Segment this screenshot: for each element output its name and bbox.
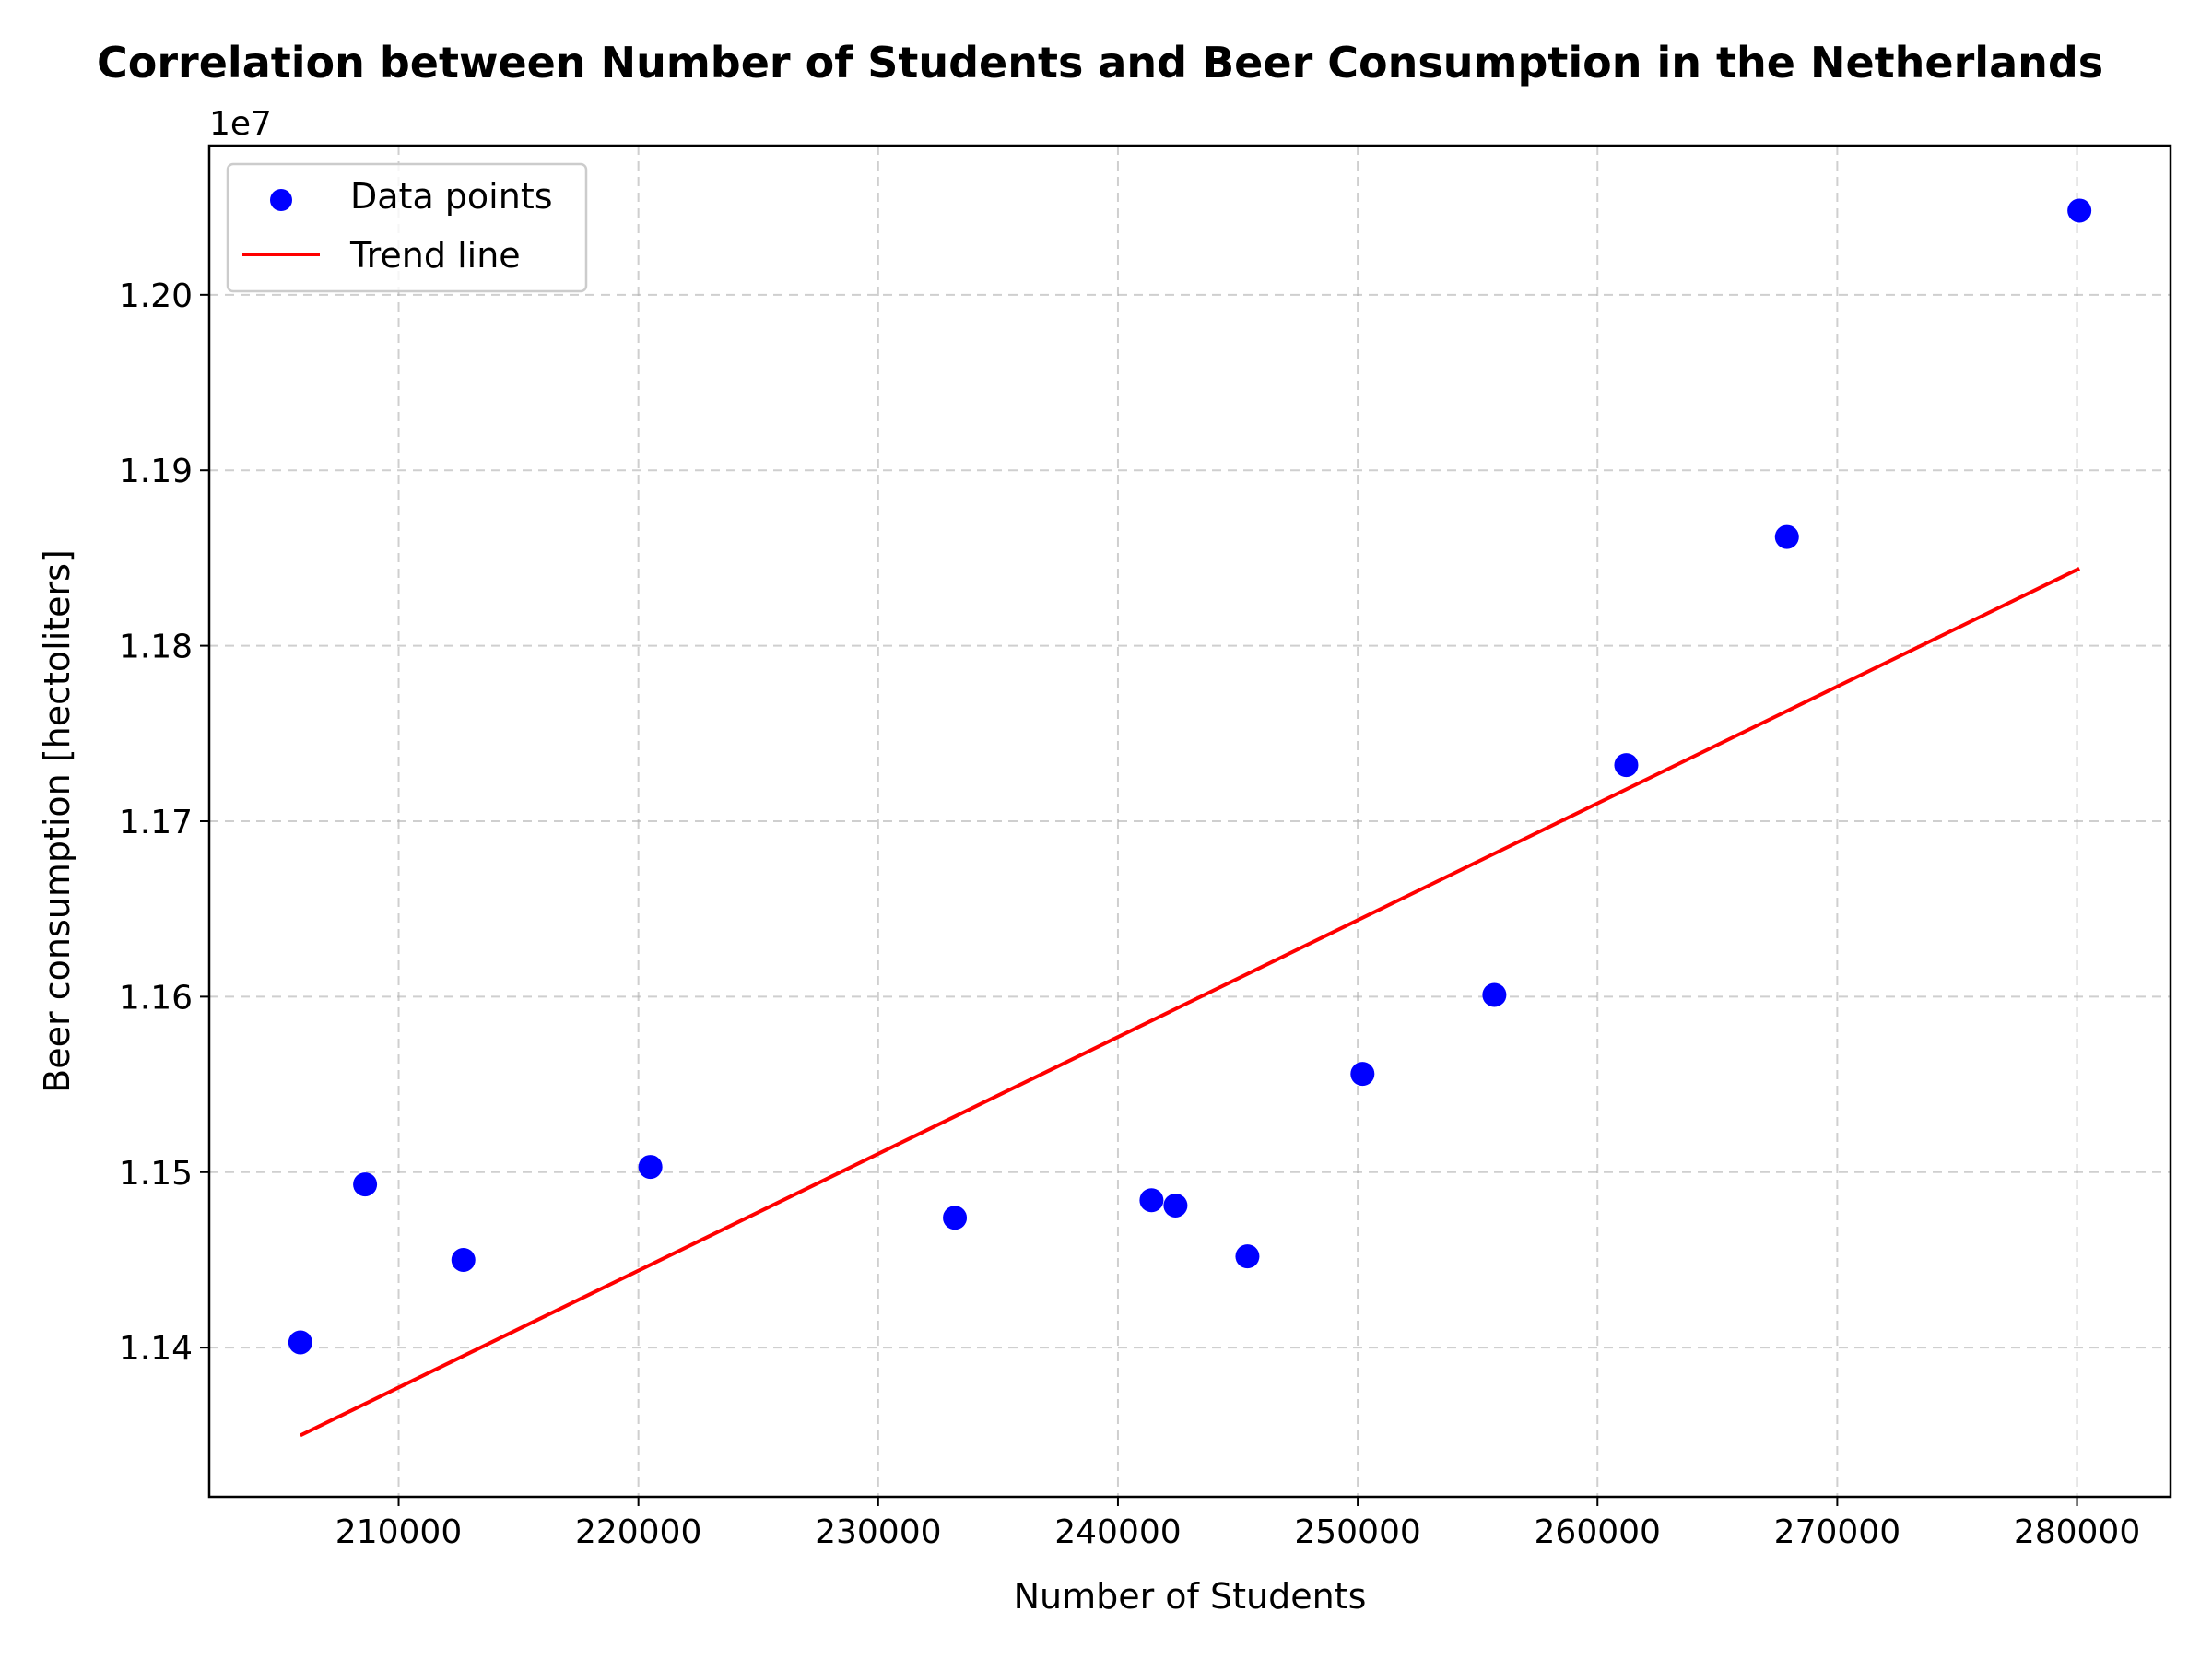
y-offset-label: 1e7	[209, 105, 272, 143]
y-axis-ticks: 1.14 1.15 1.16 1.17 1.18 1.19 1.20	[119, 277, 209, 1368]
data-point	[288, 1330, 312, 1355]
x-axis-label: Number of Students	[1014, 1576, 1367, 1617]
grid	[209, 146, 2171, 1497]
x-tick-label: 250000	[1294, 1513, 1420, 1551]
x-tick-label: 230000	[815, 1513, 941, 1551]
data-point	[1163, 1193, 1188, 1218]
legend: Data points Trend line	[226, 162, 588, 293]
y-tick-label: 1.14	[119, 1330, 193, 1368]
x-axis-ticks: 210000 220000 230000 240000 250000 260000 2700…	[335, 1497, 2140, 1551]
x-tick-label: 260000	[1535, 1513, 1661, 1551]
y-axis-label: Beer consumption [hectoliters]	[37, 549, 77, 1093]
y-tick-label: 1.20	[119, 277, 193, 315]
data-points-layer	[288, 198, 2092, 1355]
data-point	[1139, 1188, 1164, 1213]
data-point	[1774, 524, 1799, 549]
x-tick-label: 270000	[1774, 1513, 1900, 1551]
trend-line	[299, 567, 2081, 1438]
data-point	[353, 1172, 378, 1197]
x-tick-label: 280000	[2014, 1513, 2140, 1551]
data-point	[451, 1247, 476, 1272]
data-point	[1235, 1244, 1260, 1269]
data-point	[943, 1206, 968, 1230]
y-tick-label: 1.15	[119, 1155, 193, 1193]
legend-label-trend-line: Trend line	[349, 235, 521, 276]
data-point	[2067, 198, 2092, 223]
chart-title: Correlation between Number of Students a…	[97, 38, 2103, 88]
y-tick-label: 1.18	[119, 629, 193, 666]
data-point	[1350, 1062, 1375, 1087]
legend-marker-data-points	[270, 189, 292, 211]
x-tick-label: 220000	[575, 1513, 701, 1551]
trend-line-layer	[299, 567, 2081, 1438]
data-point	[1482, 982, 1507, 1007]
y-tick-label: 1.19	[119, 453, 193, 490]
data-point	[638, 1155, 663, 1180]
legend-box	[226, 162, 588, 293]
y-tick-label: 1.16	[119, 979, 193, 1017]
x-tick-label: 210000	[335, 1513, 462, 1551]
x-tick-label: 240000	[1054, 1513, 1181, 1551]
legend-label-data-points: Data points	[350, 176, 553, 217]
y-tick-label: 1.17	[119, 804, 193, 841]
data-point	[1614, 753, 1639, 778]
